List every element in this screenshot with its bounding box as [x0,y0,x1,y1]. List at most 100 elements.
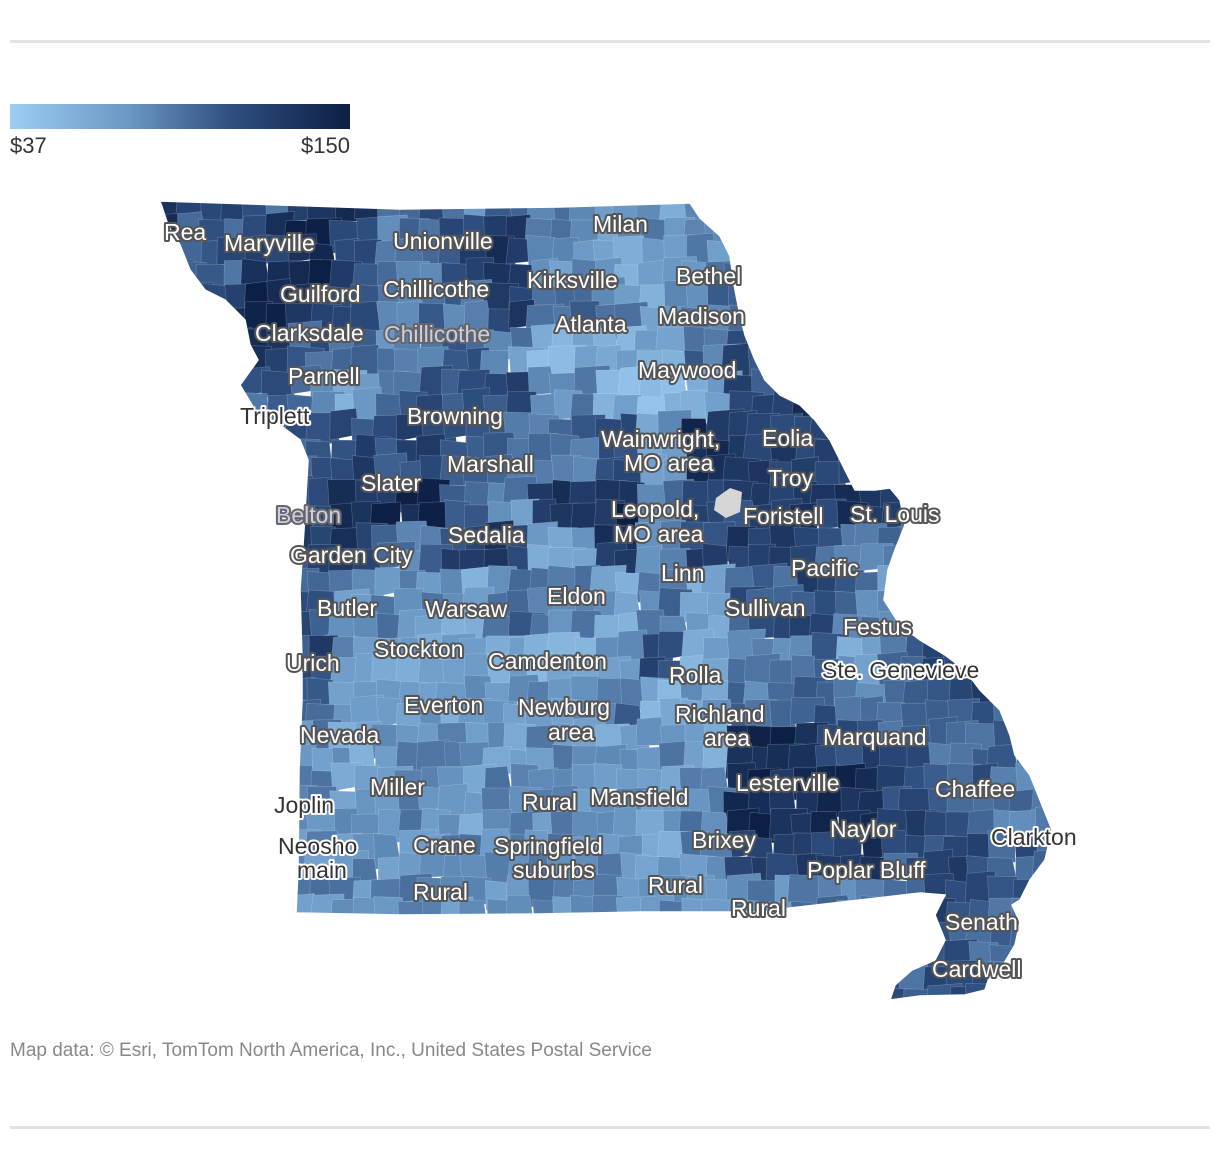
zip-region[interactable] [199,656,232,688]
zip-region[interactable] [943,566,971,604]
zip-region[interactable] [219,696,253,736]
zip-region[interactable] [1058,239,1090,269]
zip-region[interactable] [196,483,229,519]
zip-region[interactable] [239,527,272,557]
zip-region[interactable] [902,327,938,363]
zip-region[interactable] [967,613,1000,649]
zip-region[interactable] [988,325,1026,362]
zip-region[interactable] [246,937,277,972]
zip-region[interactable] [221,481,252,520]
zip-region[interactable] [151,726,182,762]
zip-region[interactable] [329,945,365,978]
zip-region[interactable] [309,966,342,1002]
zip-region[interactable] [326,963,360,996]
zip-region[interactable] [487,918,524,948]
zip-region[interactable] [1008,432,1044,465]
zip-region[interactable] [880,302,913,331]
zip-region[interactable] [814,393,847,423]
zip-region[interactable] [902,541,935,579]
zip-region[interactable] [641,986,673,1018]
zip-region[interactable] [243,894,271,929]
zip-region[interactable] [1032,520,1071,551]
zip-region[interactable] [244,832,278,864]
zip-region[interactable] [967,548,1004,587]
zip-region[interactable] [331,986,365,1023]
zip-region[interactable] [1055,638,1089,668]
zip-region[interactable] [988,415,1024,450]
zip-region[interactable] [856,193,893,221]
zip-region[interactable] [214,719,246,752]
zip-region[interactable] [1059,483,1096,518]
zip-region[interactable] [880,232,913,268]
zip-region[interactable] [151,440,186,474]
zip-region[interactable] [221,505,257,538]
zip-region[interactable] [878,279,908,310]
zip-region[interactable] [238,483,276,510]
zip-region[interactable] [266,985,302,1025]
zip-region[interactable] [970,440,1010,477]
zip-region[interactable] [173,460,211,488]
zip-region[interactable] [658,967,695,1003]
zip-region[interactable] [1012,548,1044,583]
zip-region[interactable] [925,589,960,618]
zip-region[interactable] [503,964,539,998]
zip-region[interactable] [840,194,869,227]
zip-region[interactable] [219,744,251,775]
zip-region[interactable] [419,959,453,991]
zip-region[interactable] [177,763,205,800]
zip-region[interactable] [838,455,875,485]
zip-region[interactable] [593,919,624,948]
zip-region[interactable] [372,919,403,955]
zip-region[interactable] [374,965,404,997]
zip-region[interactable] [459,942,490,974]
zip-region[interactable] [302,939,336,975]
zip-region[interactable] [173,616,201,645]
zip-region[interactable] [703,917,746,953]
zip-region[interactable] [571,915,601,950]
zip-region[interactable] [878,198,913,234]
zip-region[interactable] [986,522,1019,551]
zip-region[interactable] [815,300,853,332]
zip-region[interactable] [218,786,252,825]
zip-region[interactable] [1050,280,1089,309]
zip-region[interactable] [1060,413,1091,441]
zip-region[interactable] [176,432,214,471]
zip-region[interactable] [877,916,908,950]
zip-region[interactable] [615,939,652,972]
zip-region[interactable] [854,370,885,399]
zip-region[interactable] [833,962,867,999]
zip-region[interactable] [151,566,188,601]
zip-region[interactable] [1036,350,1064,383]
zip-region[interactable] [810,323,839,356]
zip-region[interactable] [858,216,892,253]
zip-region[interactable] [768,302,796,337]
zip-region[interactable] [839,367,874,397]
zip-region[interactable] [220,922,253,954]
zip-region[interactable] [769,279,802,318]
zip-region[interactable] [193,769,232,808]
zip-region[interactable] [265,746,298,779]
zip-region[interactable] [1035,874,1069,911]
zip-region[interactable] [528,917,564,948]
zip-region[interactable] [529,939,560,975]
zip-region[interactable] [813,940,846,975]
zip-region[interactable] [1054,367,1083,399]
zip-region[interactable] [283,962,318,992]
zip-region[interactable] [817,966,851,998]
zip-region[interactable] [179,411,212,445]
zip-region[interactable] [947,322,981,358]
zip-region[interactable] [151,852,184,883]
zip-region[interactable] [612,986,640,1018]
zip-region[interactable] [835,389,874,420]
zip-region[interactable] [150,526,182,561]
zip-region[interactable] [901,458,929,494]
zip-region[interactable] [245,653,282,685]
zip-region[interactable] [157,791,192,823]
zip-region[interactable] [175,814,210,847]
zip-region[interactable] [398,984,430,1018]
zip-region[interactable] [576,985,615,1019]
zip-region[interactable] [942,416,975,446]
zip-region[interactable] [858,413,890,445]
zip-region[interactable] [1051,783,1084,822]
zip-region[interactable] [265,563,302,596]
